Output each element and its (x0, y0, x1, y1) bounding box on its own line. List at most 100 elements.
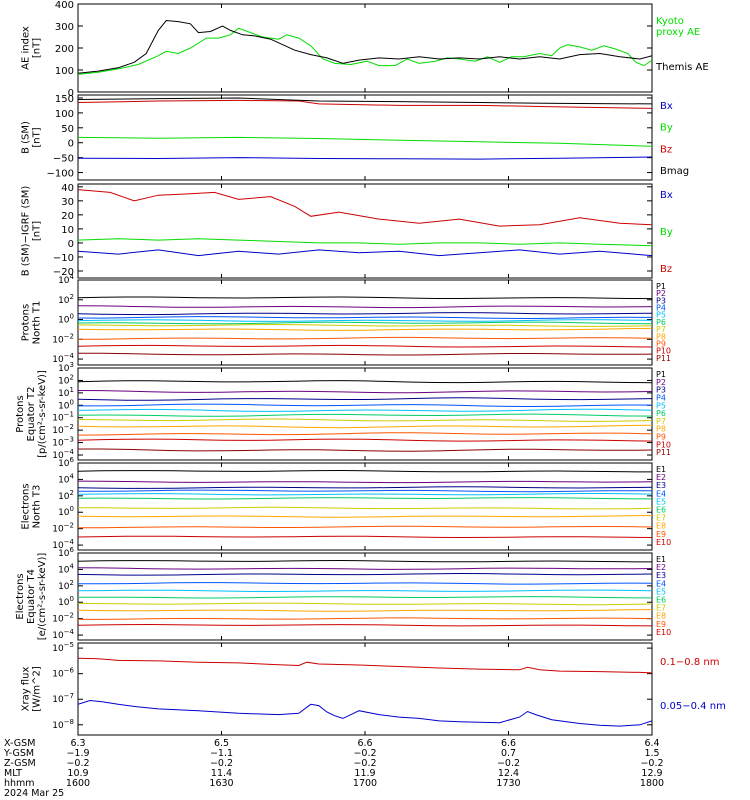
y-axis-label: B (SM) (21, 121, 32, 154)
series-line-P8 (78, 424, 652, 429)
series-line-P11 (78, 352, 652, 356)
x-axis-tick-value: 6.5 (214, 738, 229, 749)
x-axis-tick-value: −0.2 (210, 758, 233, 769)
legend-label: P2 (656, 289, 666, 298)
y-tick-label: 10−4 (52, 352, 74, 365)
series-line-E10 (78, 623, 652, 627)
y-tick-label: 10−2 (52, 423, 74, 436)
series-line-P6 (78, 413, 652, 417)
y-tick-label: 150 (55, 94, 74, 105)
y-axis-label: [nT] (32, 38, 43, 58)
series-line-E3 (78, 572, 652, 576)
series-line-P1 (78, 296, 652, 300)
legend-label: P9 (656, 433, 666, 442)
legend-label: E9 (656, 620, 666, 629)
y-tick-label: 101 (58, 386, 74, 399)
y-tick-label: 10−2 (52, 332, 74, 345)
y-tick-label: 300 (55, 22, 74, 33)
series-line-P4 (78, 403, 652, 408)
legend-label: P11 (656, 448, 671, 457)
series-line-E4 (78, 489, 652, 493)
legend-label: E4 (656, 579, 666, 588)
series-line-E6 (78, 497, 652, 500)
y-axis-label: [e/(cm²-s-sr-keV)] (37, 553, 48, 641)
series-line-E8 (78, 609, 652, 612)
x-axis-tick-value: 12.4 (498, 768, 519, 779)
legend-label: P5 (656, 311, 666, 320)
series-line-Bx (78, 156, 652, 160)
x-axis-tick-value: 11.4 (211, 768, 232, 779)
series-line-P7 (78, 323, 652, 327)
series-line-E9 (78, 617, 652, 620)
y-tick-label: 10−3 (52, 436, 74, 449)
y-tick-label: 10 (61, 225, 74, 236)
y-tick-label: 400 (55, 0, 74, 11)
x-axis-tick-value: −0.2 (353, 748, 376, 759)
x-axis-tick-value: 11.9 (354, 768, 375, 779)
y-tick-label: 100 (55, 66, 74, 77)
legend-label: E7 (656, 604, 666, 613)
series-line-P4 (78, 316, 652, 320)
series-line-E1 (78, 559, 652, 563)
series-line-By (78, 238, 652, 247)
y-tick-label: 0 (68, 239, 74, 250)
x-axis-tick-value: 1.5 (644, 748, 659, 759)
y-tick-label: 10−4 (52, 448, 74, 461)
legend-label: E5 (656, 587, 666, 596)
series-line-0.1−0.8 nm (78, 657, 652, 674)
y-tick-label: −100 (47, 169, 74, 180)
panel-frame (77, 3, 653, 93)
series-line-E2 (78, 480, 652, 484)
series-line-E1 (78, 469, 652, 473)
legend-label: E2 (656, 473, 666, 482)
y-axis-label: [nT] (32, 127, 43, 147)
x-axis-tick-value: 6.6 (357, 738, 372, 749)
y-tick-label: 104 (58, 472, 74, 485)
y-axis-label: [W/m^2] (32, 666, 43, 712)
legend-label: 0.05−0.4 nm (660, 701, 726, 712)
y-tick-label: 100 (55, 109, 74, 120)
legend-label: P1 (656, 282, 666, 291)
series-line-P2 (78, 305, 652, 309)
y-axis-label: Electrons (15, 573, 26, 619)
legend-label: E8 (656, 612, 666, 621)
x-axis-tick-value: −1.1 (210, 748, 233, 759)
y-axis-label: North T3 (32, 485, 43, 529)
y-tick-label: 10−1 (52, 411, 74, 424)
series-line-P1 (78, 380, 652, 384)
legend-label: P3 (656, 386, 666, 395)
series-line-E7 (78, 602, 652, 606)
series-line-P7 (78, 418, 652, 422)
x-axis-tick-value: 6.3 (70, 738, 85, 749)
panel-3: −20 −10 0 10 20 30 40 B (SM)−IGRF (SM) [nT] Bx By B… (21, 183, 673, 279)
legend-label: E1 (656, 465, 666, 474)
x-axis-tick-value: 1630 (209, 778, 233, 789)
legend-label: E9 (656, 530, 666, 539)
legend-label: Themis AE (655, 62, 709, 73)
series-line-E3 (78, 486, 652, 489)
legend-label: E6 (656, 506, 666, 515)
series-line-P11 (78, 448, 652, 452)
y-tick-label: 104 (58, 273, 74, 286)
legend-label: P4 (656, 304, 666, 313)
panel-4: 10−4 10−2 100 102 104 Protons North T1 P1P2P3P4… (21, 273, 671, 366)
y-tick-label: 10−2 (52, 612, 74, 625)
panel-7: 10−4 10−2 100 102 104 106 Electrons Equator T4[… (15, 546, 671, 641)
y-tick-label: 200 (55, 44, 74, 55)
x-axis-row-label: Z-GSM (4, 758, 36, 769)
x-axis-tick-value: 1730 (496, 778, 520, 789)
y-tick-label: 106 (58, 546, 74, 559)
y-tick-label: 104 (58, 562, 74, 575)
series-line-E4 (78, 582, 652, 585)
y-tick-label: 100 (58, 595, 74, 608)
series-line-P9 (78, 336, 652, 340)
y-tick-label: 10−8 (52, 718, 74, 731)
x-axis-tick-value: 1600 (66, 778, 90, 789)
legend-label: P9 (656, 339, 666, 348)
x-axis-tick-value: −0.2 (66, 758, 89, 769)
y-tick-label: 30 (61, 197, 74, 208)
y-tick-label: 40 (61, 183, 74, 194)
